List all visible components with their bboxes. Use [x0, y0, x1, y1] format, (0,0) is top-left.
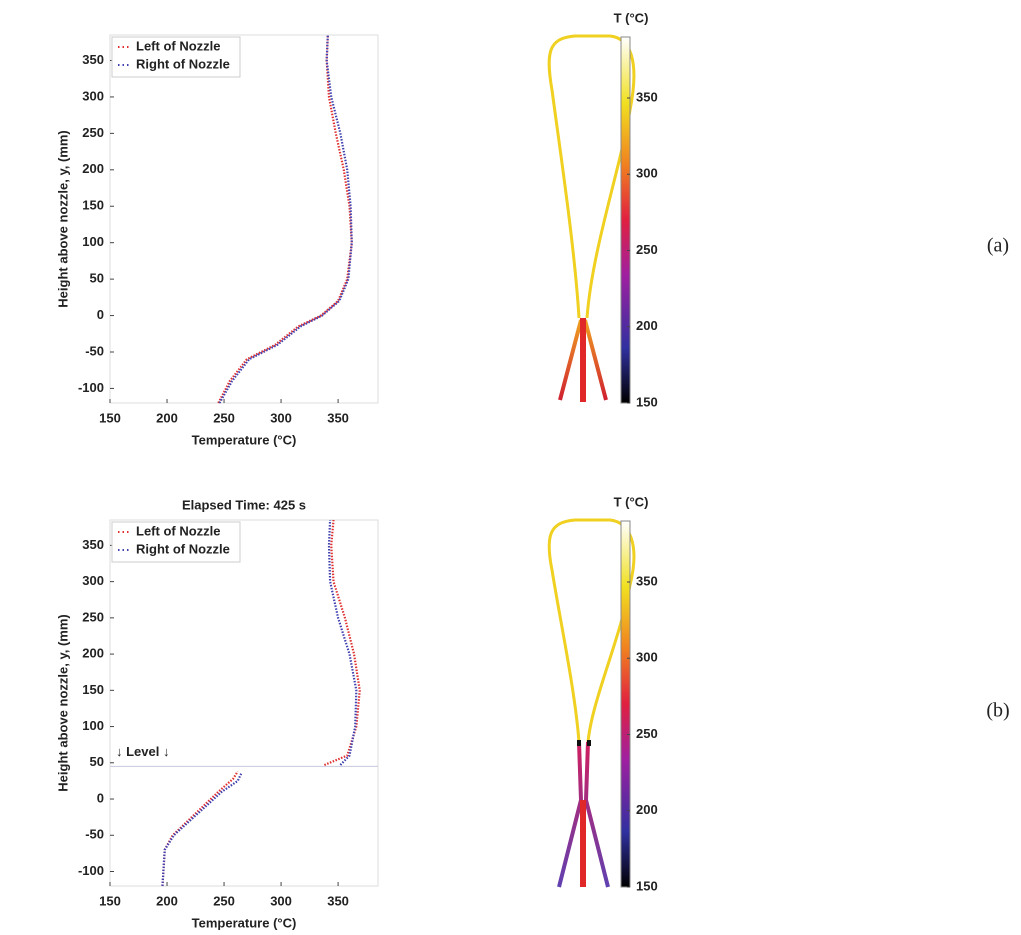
- colorbar-label: T (°C): [614, 10, 649, 25]
- panel-label: (b): [986, 700, 1009, 722]
- y-tick-label: 300: [82, 573, 104, 588]
- x-tick-label: 300: [270, 410, 292, 425]
- x-tick-label: 350: [327, 410, 349, 425]
- colorbar-tick-label: 350: [636, 89, 658, 104]
- legend-label: Left of Nozzle: [136, 38, 221, 53]
- y-tick-label: -100: [78, 380, 104, 395]
- colorbar-tick-label: 200: [636, 802, 658, 817]
- x-tick-label: 250: [213, 410, 235, 425]
- panel-label: (a): [987, 235, 1009, 257]
- x-tick-label: 200: [156, 893, 178, 908]
- y-tick-label: 0: [97, 307, 104, 322]
- y-tick-label: 350: [82, 537, 104, 552]
- y-tick-label: 150: [82, 198, 104, 213]
- schematic-a: [547, 34, 636, 402]
- y-tick-label: 0: [97, 790, 104, 805]
- legend-label: Left of Nozzle: [136, 523, 221, 538]
- plot-area: [109, 519, 379, 887]
- x-axis-label: Temperature (°C): [192, 915, 297, 930]
- x-tick-label: 200: [156, 410, 178, 425]
- data-line: [218, 34, 353, 404]
- colorbar: [620, 520, 631, 888]
- y-tick-label: 300: [82, 88, 104, 103]
- colorbar-tick-label: 150: [636, 878, 658, 893]
- y-tick-label: 250: [82, 609, 104, 624]
- x-tick-label: 300: [270, 893, 292, 908]
- y-tick-label: -50: [85, 343, 104, 358]
- legend-box: [111, 521, 241, 563]
- y-tick-label: 100: [82, 718, 104, 733]
- colorbar-label: T (°C): [614, 494, 649, 509]
- annotation: ↓ Level ↓: [116, 744, 169, 759]
- y-tick-label: 350: [82, 52, 104, 67]
- legend-label: Right of Nozzle: [136, 541, 230, 556]
- colorbar-tick-label: 200: [636, 318, 658, 333]
- legend-label: Right of Nozzle: [136, 56, 230, 71]
- data-line: [161, 773, 243, 887]
- y-axis-label: Height above nozzle, y, (mm): [55, 130, 70, 307]
- y-tick-label: 200: [82, 646, 104, 661]
- x-tick-label: 150: [99, 410, 121, 425]
- y-tick-label: -100: [78, 863, 104, 878]
- legend-box: [111, 36, 241, 78]
- colorbar-tick-label: 150: [636, 394, 658, 409]
- y-tick-label: 150: [82, 682, 104, 697]
- colorbar-tick-label: 300: [636, 166, 658, 181]
- y-tick-label: 50: [90, 754, 104, 769]
- plot-area: [109, 34, 379, 404]
- x-tick-label: 350: [327, 893, 349, 908]
- y-tick-label: 100: [82, 234, 104, 249]
- colorbar-tick-label: 300: [636, 650, 658, 665]
- y-axis-label: Height above nozzle, y, (mm): [55, 614, 70, 791]
- y-tick-label: -50: [85, 827, 104, 842]
- colorbar: [620, 36, 631, 404]
- x-tick-label: 150: [99, 893, 121, 908]
- colorbar-tick-label: 350: [636, 573, 658, 588]
- y-tick-label: 250: [82, 125, 104, 140]
- chart-title: Elapsed Time: 425 s: [182, 497, 306, 512]
- colorbar-tick-label: 250: [636, 242, 658, 257]
- y-tick-label: 200: [82, 161, 104, 176]
- x-axis-label: Temperature (°C): [192, 432, 297, 447]
- colorbar-tick-label: 250: [636, 726, 658, 741]
- data-line: [217, 34, 353, 404]
- y-tick-label: 50: [90, 271, 104, 286]
- schematic-b: [547, 518, 636, 888]
- x-tick-label: 250: [213, 893, 235, 908]
